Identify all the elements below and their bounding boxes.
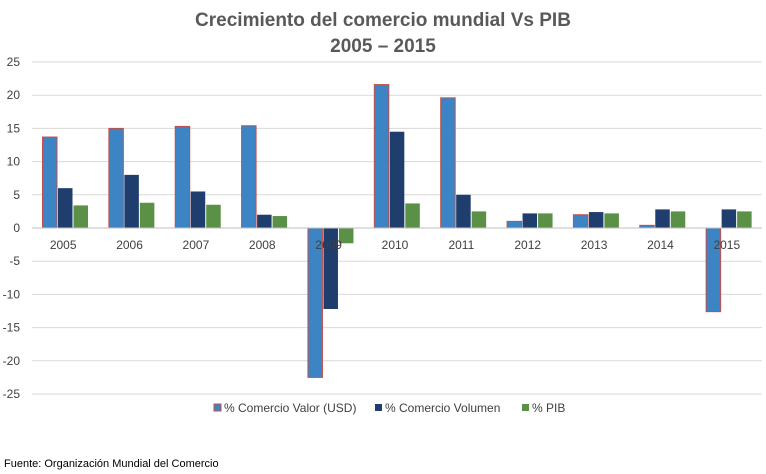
y-tick-label: 0 bbox=[13, 221, 20, 235]
y-tick-label: -25 bbox=[3, 387, 21, 401]
y-tick-label: 25 bbox=[7, 55, 21, 69]
bar-pib-2012 bbox=[538, 213, 553, 228]
bar-pib-2010 bbox=[405, 203, 420, 228]
bar-comercio-valor-usd-2012 bbox=[506, 220, 523, 229]
bar-pib-2013 bbox=[604, 213, 619, 228]
bar-pib-2011 bbox=[471, 211, 487, 228]
x-tick-label: 2008 bbox=[249, 238, 276, 252]
bar-comercio-volumen-2005 bbox=[58, 188, 73, 228]
x-tick-label: 2009 bbox=[315, 238, 342, 252]
bar-comercio-volumen-2007 bbox=[190, 191, 206, 228]
bar-comercio-volumen-2009 bbox=[323, 228, 338, 310]
y-tick-label: 5 bbox=[13, 188, 20, 202]
bar-comercio-volumen-2006 bbox=[124, 174, 139, 228]
y-axis-tick-labels: 25 20 15 10 5 0 -5 -10 -15 -20 -25 bbox=[3, 55, 21, 401]
x-tick-label: 2012 bbox=[514, 238, 541, 252]
bar-pib-2007 bbox=[206, 204, 221, 228]
legend-swatch bbox=[522, 404, 529, 411]
legend: % Comercio Valor (USD) % Comercio Volumen… bbox=[213, 401, 565, 415]
x-tick-label: 2010 bbox=[382, 238, 409, 252]
x-axis-tick-labels: 2005 2006 2007 2008 2009 2010 2011 2012 2013 2014… bbox=[50, 238, 741, 252]
y-tick-label: 20 bbox=[7, 88, 21, 102]
bar-pib-2009 bbox=[338, 228, 354, 244]
bar-comercio-valor-usd-2006 bbox=[108, 127, 124, 229]
bar-comercio-volumen-2010 bbox=[389, 131, 405, 228]
bar-comercio-valor-usd-2010 bbox=[373, 84, 390, 229]
bar-comercio-volumen-2015 bbox=[721, 209, 737, 228]
source-note: Fuente: Organización Mundial del Comerci… bbox=[4, 458, 219, 470]
bar-pib-2008 bbox=[272, 216, 288, 228]
bar-pib-2005 bbox=[73, 205, 88, 228]
bar-comercio-volumen-2012 bbox=[522, 213, 538, 228]
chart-title: Crecimiento del comercio mundial Vs PIB bbox=[195, 10, 571, 31]
legend-swatch bbox=[375, 404, 382, 411]
x-tick-label: 2006 bbox=[116, 238, 143, 252]
bar-comercio-valor-usd-2005 bbox=[42, 136, 58, 229]
bar-pib-2006 bbox=[139, 202, 155, 228]
bar-pib-2015 bbox=[737, 211, 752, 228]
x-tick-label: 2007 bbox=[183, 238, 210, 252]
x-tick-label: 2015 bbox=[713, 238, 740, 252]
bar-comercio-valor-usd-2011 bbox=[440, 97, 456, 229]
bar-comercio-volumen-2013 bbox=[588, 212, 604, 228]
x-tick-label: 2005 bbox=[50, 238, 77, 252]
y-tick-label: -15 bbox=[3, 321, 21, 335]
legend-label: % PIB bbox=[532, 401, 565, 415]
bar-comercio-volumen-2014 bbox=[655, 209, 670, 228]
bar-pib-2014 bbox=[670, 211, 686, 228]
legend-swatch bbox=[213, 403, 222, 412]
bar-comercio-valor-usd-2007 bbox=[174, 125, 191, 229]
y-tick-label: 10 bbox=[7, 155, 21, 169]
y-tick-label: -10 bbox=[3, 287, 21, 301]
y-tick-label: -20 bbox=[3, 354, 21, 368]
bars bbox=[42, 84, 752, 378]
bar-comercio-valor-usd-2008 bbox=[241, 125, 257, 229]
x-tick-label: 2014 bbox=[647, 238, 674, 252]
x-tick-label: 2011 bbox=[448, 238, 474, 252]
legend-label: % Comercio Volumen bbox=[385, 401, 500, 415]
y-tick-label: -5 bbox=[9, 254, 20, 268]
legend-label: % Comercio Valor (USD) bbox=[224, 401, 356, 415]
bar-comercio-valor-usd-2013 bbox=[572, 214, 589, 229]
y-tick-label: 15 bbox=[7, 121, 21, 135]
chart-subtitle: 2005 – 2015 bbox=[330, 36, 436, 57]
bar-comercio-volumen-2011 bbox=[456, 194, 471, 228]
x-tick-label: 2013 bbox=[581, 238, 608, 252]
bar-comercio-volumen-2008 bbox=[257, 214, 272, 228]
